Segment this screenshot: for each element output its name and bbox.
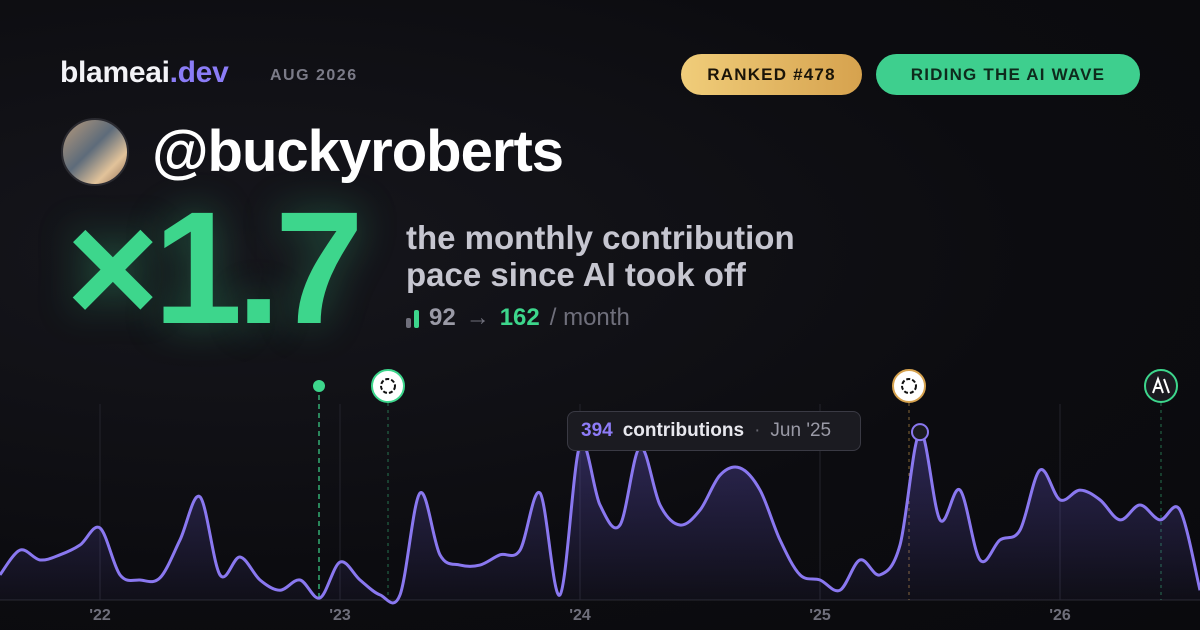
pace-before: 92	[429, 304, 456, 331]
tooltip: 394 contributions · Jun '25	[567, 411, 861, 451]
brand: blameai.dev	[60, 56, 229, 90]
avatar	[61, 118, 129, 186]
pace-after: 162	[499, 304, 540, 331]
x-tick-label: '23	[329, 607, 351, 624]
x-tick-label: '26	[1049, 607, 1071, 624]
handle: @buckyroberts	[152, 119, 564, 184]
rank-badge: RANKED #478	[681, 54, 862, 95]
tooltip-value: 394	[581, 420, 613, 441]
tooltip-date: Jun '25	[770, 420, 832, 441]
anthropic-glyph	[1152, 376, 1170, 394]
multiplier: ×1.7	[66, 178, 364, 357]
pace-icon	[406, 308, 419, 328]
date: AUG 2026	[270, 67, 358, 84]
series	[0, 423, 1200, 605]
x-tick-label: '25	[809, 607, 831, 624]
pace-unit: / month	[549, 304, 630, 331]
description: the monthly contribution	[406, 219, 795, 256]
openai-icon	[371, 369, 405, 403]
pace-arrow: →	[465, 304, 490, 331]
brand-name: blameai	[60, 56, 170, 89]
event-markers	[313, 369, 1178, 600]
description: pace since AI took off	[406, 256, 746, 293]
x-tick-label: '24	[569, 607, 591, 624]
openai-glyph	[380, 378, 396, 394]
separator: ·	[754, 420, 761, 441]
openai-icon	[892, 369, 926, 403]
brand-tld: .dev	[169, 56, 229, 89]
area	[0, 431, 1200, 604]
event-dot	[313, 380, 325, 392]
line	[0, 430, 1200, 605]
openai-glyph	[901, 378, 917, 394]
highlight-ring	[911, 423, 929, 442]
wave-badge: RIDING THE AI WAVE	[876, 54, 1140, 95]
x-tick-label: '22	[89, 607, 111, 624]
pace: 92 → 162 / month	[406, 304, 630, 332]
tooltip-label: contributions	[622, 420, 745, 441]
